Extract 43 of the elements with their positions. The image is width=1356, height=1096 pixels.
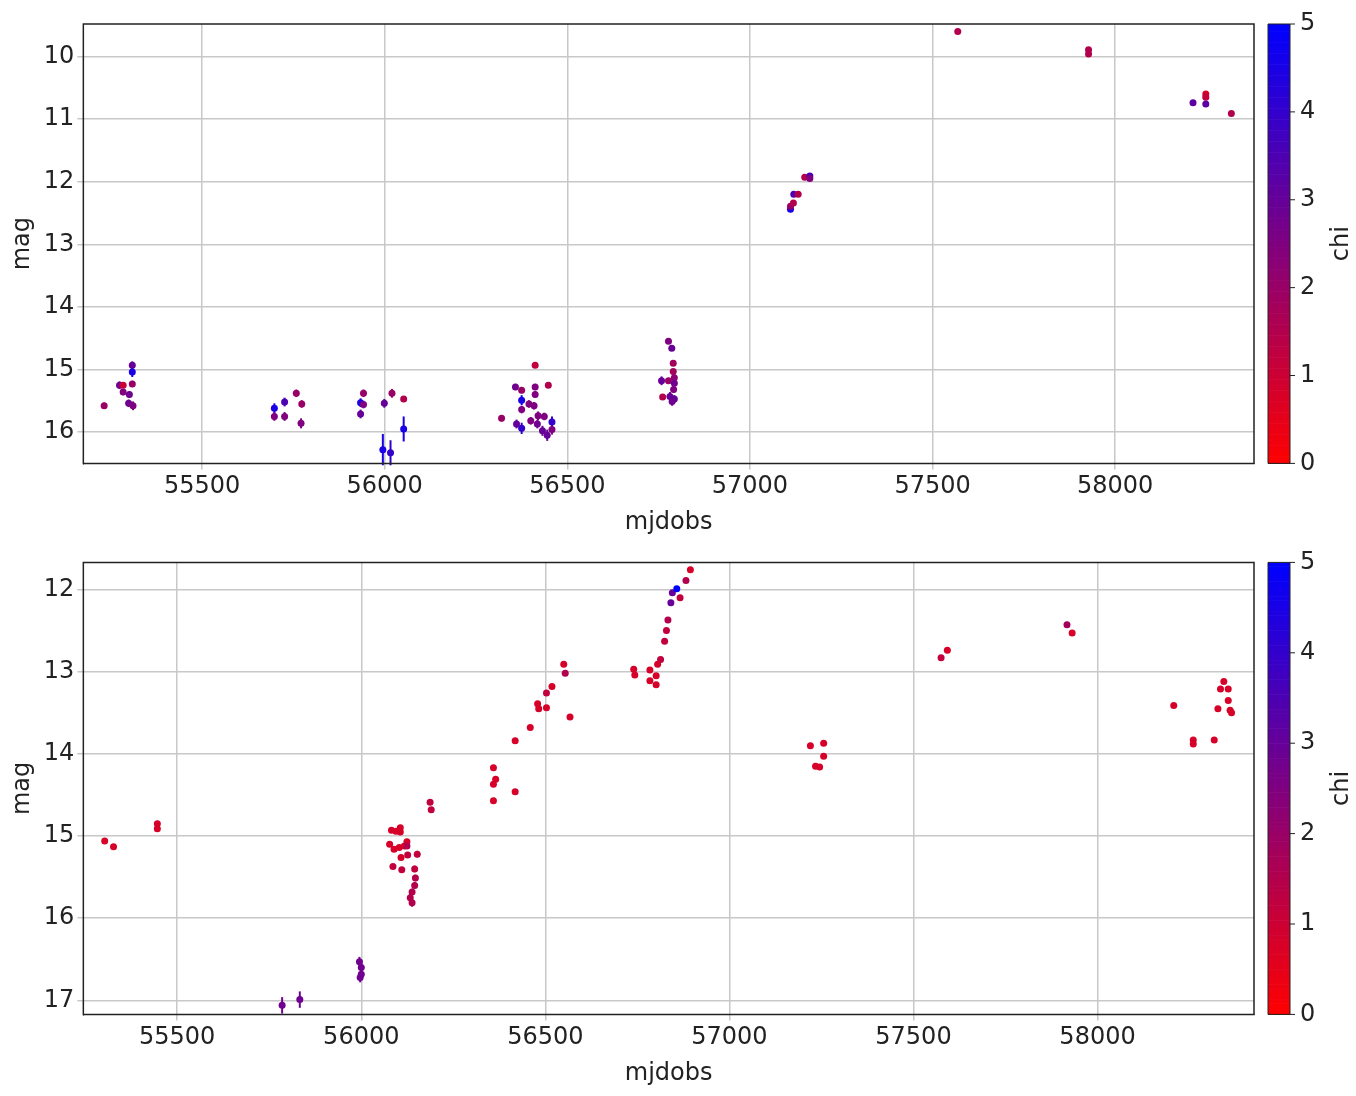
x-tick-label: 56000	[346, 471, 423, 500]
y-tick-label: 13	[43, 228, 75, 257]
color-bar-label: 5	[1300, 546, 1316, 575]
y-axis-title: mag	[6, 217, 35, 271]
x-tick-label: 58000	[1059, 1022, 1136, 1051]
y-tick-label: 16	[43, 416, 75, 445]
y-tick-label: 13	[43, 655, 75, 684]
x-tick-label: 57000	[711, 471, 789, 500]
y-axis-title: mag	[6, 761, 35, 816]
color-bar-label: 4	[1300, 96, 1316, 125]
y-tick-label: 12	[43, 573, 75, 602]
color-bar-label: 2	[1300, 817, 1316, 846]
color-bar-label: 3	[1300, 727, 1316, 756]
y-tick-label: 11	[43, 103, 75, 132]
x-tick-label: 58000	[1077, 471, 1154, 500]
y-tick-label: 16	[43, 902, 75, 931]
color-bar-label: 5	[1300, 8, 1316, 37]
y-tick-label: 14	[43, 738, 75, 767]
color-bar-label: 0	[1300, 998, 1316, 1027]
x-tick-label: 56500	[507, 1022, 584, 1051]
y-tick-label: 15	[43, 353, 75, 382]
color-bar-label: 0	[1300, 447, 1316, 476]
color-bar-title: chi	[1326, 226, 1355, 262]
x-tick-label: 57500	[875, 1022, 952, 1051]
x-tick-label: 56500	[529, 471, 606, 500]
color-bar-label: 4	[1300, 637, 1316, 666]
y-tick-label: 12	[43, 165, 75, 194]
x-tick-label: 56000	[323, 1022, 400, 1051]
x-axis-title: mjdobs	[624, 1057, 713, 1086]
y-tick-label: 15	[43, 820, 75, 849]
y-tick-label: 14	[43, 291, 75, 320]
color-bar-label: 1	[1300, 908, 1316, 937]
color-bar-label: 1	[1300, 359, 1316, 388]
x-tick-label: 57500	[894, 471, 971, 500]
x-tick-label: 55500	[139, 1022, 216, 1051]
x-axis-title: mjdobs	[624, 506, 713, 535]
color-bar-title: chi	[1326, 770, 1355, 806]
color-bar-label: 2	[1300, 271, 1316, 300]
x-tick-label: 57000	[691, 1022, 768, 1051]
y-tick-label: 10	[43, 40, 75, 69]
color-bar-label: 3	[1300, 183, 1316, 212]
x-tick-label: 55500	[163, 471, 241, 500]
y-tick-label: 17	[43, 984, 75, 1013]
